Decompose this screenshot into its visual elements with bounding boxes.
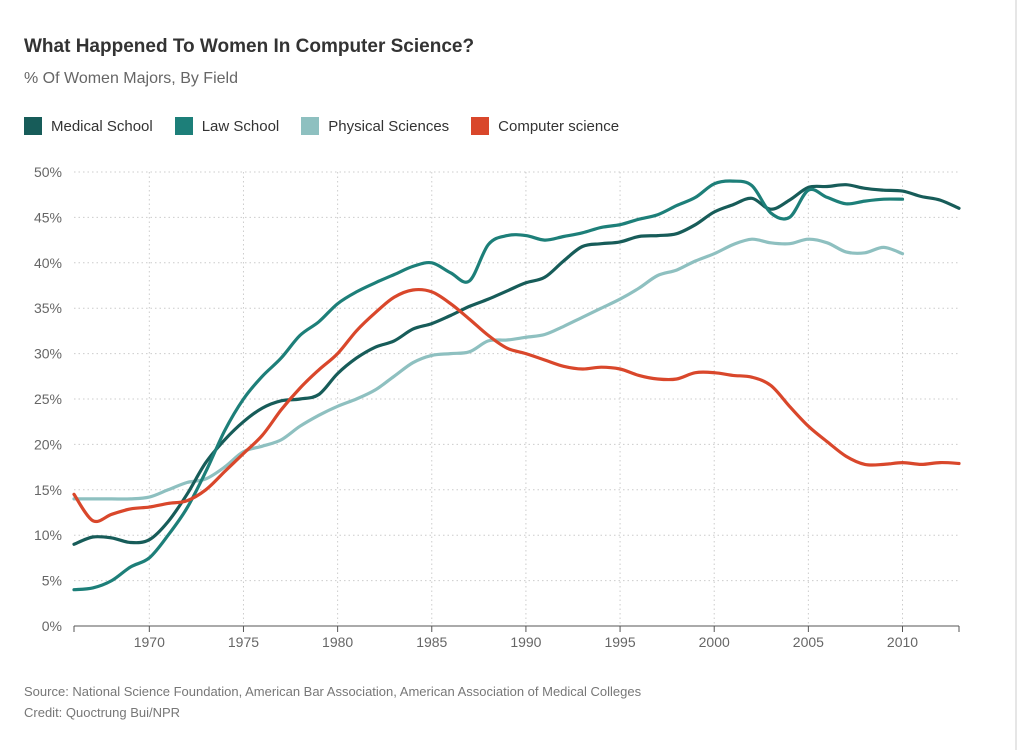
x-tick-label: 1990 [510,634,541,650]
legend-item-physical-sciences[interactable]: Physical Sciences [301,117,449,135]
legend-label: Physical Sciences [328,117,450,135]
legend-swatch [471,117,490,135]
y-tick-label: 10% [34,527,62,543]
y-tick-label: 20% [34,436,62,452]
legend-item-law-school[interactable]: Law School [174,117,280,135]
scrollbar-edge [1015,0,1017,750]
x-tick-label: 1970 [134,634,165,650]
x-tick-label: 1995 [604,634,635,650]
x-tick-label: 2010 [887,634,918,650]
y-tick-label: 15% [34,482,62,498]
legend-swatch [301,117,320,135]
legend-item-computer-science[interactable]: Computer science [471,117,619,135]
x-tick-label: 2000 [699,634,730,650]
legend-swatch [174,117,193,135]
y-tick-label: 0% [42,618,62,634]
physical-sciences-line [72,237,905,501]
gridlines [74,171,959,626]
x-tick-label: 1985 [416,634,447,650]
y-tick-label: 50% [34,164,62,180]
axes: 0% 5% 10% 15% 20% 25% 30% 35% 40% 45% 50% 1970 1975 1… [34,164,960,650]
x-tick-label: 1980 [322,634,353,650]
y-tick-label: 45% [34,209,62,225]
source-note: Source: National Science Foundation, Ame… [24,684,642,699]
chart-subtitle: % Of Women Majors, By Field [24,70,238,87]
series-lines [72,179,961,592]
legend-label: Law School [201,117,280,135]
y-tick-label: 35% [34,300,62,316]
computer-science-line [72,287,961,524]
legend-item-medical-school[interactable]: Medical School [24,117,153,135]
chart-title: What Happened To Women In Computer Scien… [24,36,475,57]
credit-note: Credit: Quoctrung Bui/NPR [24,705,181,720]
y-tick-label: 30% [34,346,62,362]
legend-label: Computer science [498,117,620,135]
x-tick-label: 2005 [793,634,824,650]
medical-school-line [72,183,961,546]
legend-label: Medical School [51,117,153,135]
legend: Medical School Law School Physical Scien… [24,117,641,135]
y-tick-label: 40% [34,255,62,271]
x-tick-label: 1975 [228,634,259,650]
y-tick-label: 5% [42,573,62,589]
legend-swatch [24,117,42,135]
y-tick-label: 25% [34,391,62,407]
law-school-line [72,179,905,592]
